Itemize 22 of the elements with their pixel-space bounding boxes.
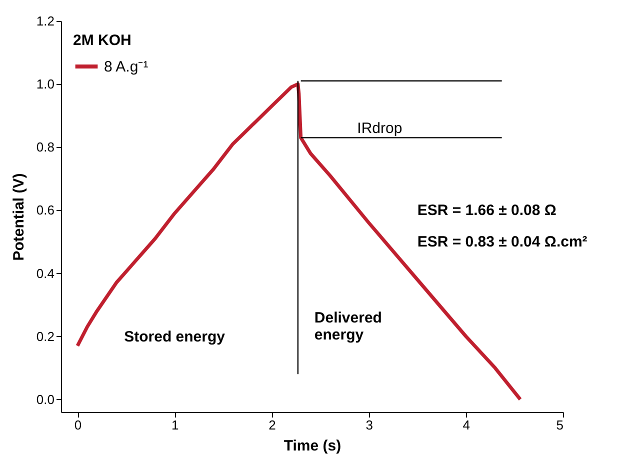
x-tick-label: 5 [556, 418, 564, 432]
y-tick-label: 1.2 [36, 14, 54, 28]
legend-label: 8 A.g⁻¹ [104, 58, 148, 76]
y-tick-label: 0.0 [36, 392, 54, 407]
x-tick-label: 4 [462, 418, 470, 432]
annotation: Delivered energy [314, 309, 382, 344]
annotation: Stored energy [124, 328, 226, 346]
y-tick-label: 0.6 [36, 202, 54, 218]
y-tick-label: 0.4 [36, 266, 54, 281]
y-tick-label: 0.2 [36, 328, 54, 344]
y-tick-label: 1.0 [36, 76, 54, 92]
y-axis-title: Potential (V) [10, 173, 28, 261]
x-tick-label: 0 [74, 418, 82, 432]
x-tick-label: 2 [268, 418, 276, 432]
x-tick-label: 1 [171, 418, 179, 432]
x-tick-label: 3 [366, 418, 373, 432]
annotation: ESR = 1.66 ± 0.08 Ω [417, 202, 556, 220]
annotation: IRdrop [357, 120, 402, 138]
y-tick-label: 0.8 [36, 140, 54, 155]
x-axis-title: Time (s) [284, 438, 342, 454]
legend-title: 2M KOH [73, 32, 132, 49]
annotation: ESR = 0.83 ± 0.04 Ω.cm² [417, 234, 588, 251]
